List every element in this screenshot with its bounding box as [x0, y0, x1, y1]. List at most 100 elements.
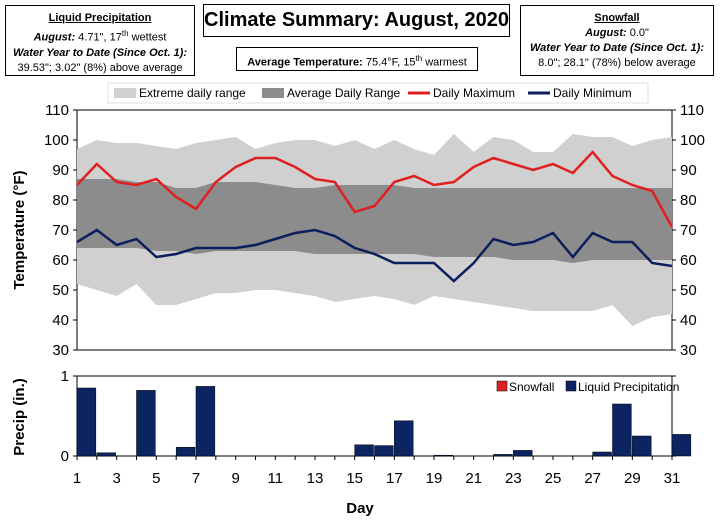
day-tick-label: 1: [73, 470, 81, 487]
day-axis-label: Day: [346, 500, 374, 517]
temp-right-tick-label: 90: [680, 162, 697, 179]
snowfall-month-value: 0.0": [626, 27, 649, 39]
daily-minimum-line: [76, 228, 673, 283]
liquid-precip-month-line: August: 4.71", 17th wettest: [6, 26, 194, 46]
day-tick-label: 19: [426, 470, 443, 487]
legend-swatch-extreme: [114, 88, 136, 98]
precip-bar-day-17: [394, 420, 414, 457]
temp-left-tick-label: 110: [45, 102, 69, 119]
snowfall-summary-box: Snowfall August: 0.0" Water Year to Date…: [520, 5, 714, 76]
precip-bar-day-23: [513, 450, 533, 457]
average-temperature-sup: th: [415, 54, 423, 63]
legend-label-liquid: Liquid Precipitation: [578, 380, 679, 394]
temp-left-tick-label: 40: [52, 312, 69, 329]
legend-swatch-liquid: [565, 380, 577, 392]
legend-label-average: Average Daily Range: [287, 86, 401, 100]
snowfall-month-line: August: 0.0": [521, 26, 713, 41]
precip-bar-day-1: [76, 387, 97, 457]
temp-right-tick-label: 30: [680, 342, 697, 359]
day-tick-label: 9: [231, 470, 239, 487]
precip-bar-day-2: [96, 452, 116, 457]
liquid-precip-month-rank: wettest: [128, 31, 167, 44]
temp-left-tick-label: 90: [52, 162, 69, 179]
precip-left-tick-label: 0: [61, 448, 69, 465]
day-tick-label: 3: [112, 470, 120, 487]
snowfall-ytd-label: Water Year to Date (Since Oct. 1):: [529, 42, 705, 54]
snowfall-ytd-value: 8.0"; 28.1" (78%) below average: [538, 57, 696, 69]
liquid-precip-heading: Liquid Precipitation: [48, 12, 152, 24]
precip-bar-day-15: [354, 444, 374, 457]
day-axis: 1 3 5 7 9 11 13 15 17 19 21 23 25 27 29 31: [73, 456, 681, 487]
average-temperature-label: Average Temperature:: [247, 56, 363, 69]
legend-swatch-snowfall: [496, 380, 508, 392]
day-tick-label: 11: [268, 470, 284, 487]
precip-bar-day-31: [671, 434, 692, 457]
temp-right-tick-label: 50: [680, 282, 697, 299]
precip-bar-day-22: [493, 454, 513, 457]
precip-bar-day-6: [175, 446, 196, 457]
day-tick-label: 31: [664, 470, 681, 487]
temp-left-tick-label: 30: [52, 342, 69, 359]
liquid-precip-month-value: 4.71", 17: [75, 31, 122, 44]
temp-right-tick-label: 40: [680, 312, 697, 329]
precip-bar-day-19: [433, 454, 454, 457]
precip-bar-day-16: [374, 445, 394, 457]
snowfall-heading: Snowfall: [594, 12, 640, 24]
temp-right-tick-label: 70: [680, 222, 697, 239]
temperature-panel: 30 40 50 60 70 80 90 100 110 30 40 50 60 70 80 90 100 11…: [11, 102, 705, 359]
liquid-precip-ytd-label: Water Year to Date (Since Oct. 1):: [12, 46, 188, 59]
precip-bar-day-7: [195, 386, 216, 457]
day-tick-label: 7: [192, 470, 200, 487]
day-tick-label: 27: [584, 470, 601, 487]
day-tick-label: 13: [307, 470, 324, 487]
temp-left-tick-label: 60: [52, 252, 69, 269]
liquid-precip-month-sup: th: [121, 29, 129, 38]
legend-label-snowfall: Snowfall: [509, 380, 554, 394]
day-tick-label: 5: [152, 470, 160, 487]
liquid-precip-summary-box: Liquid Precipitation August: 4.71", 17th…: [5, 5, 195, 76]
average-temperature-rank: warmest: [422, 56, 467, 69]
temp-left-tick-label: 70: [52, 222, 69, 239]
daily-maximum-line: [76, 150, 674, 228]
precip-bar-day-4: [136, 390, 156, 457]
precipitation-axis-label: Precip (in.): [11, 378, 28, 456]
average-temperature-value: 75.4°F, 15: [365, 56, 416, 69]
temperature-axis-label: Temperature (°F): [11, 170, 28, 289]
day-tick-label: 25: [545, 470, 562, 487]
temperature-legend: Extreme daily range Average Daily Range …: [107, 82, 649, 104]
precipitation-legend: Snowfall Liquid Precipitation: [496, 380, 679, 394]
precipitation-right-axis: [672, 375, 676, 457]
chart-title: Climate Summary: August, 2020: [203, 4, 510, 37]
snowfall-month-label: August:: [585, 27, 627, 39]
temp-right-tick-label: 100: [680, 132, 705, 149]
temp-right-tick-label: 110: [680, 102, 704, 119]
precip-left-tick-label: 1: [61, 368, 69, 385]
day-tick-label: 23: [505, 470, 522, 487]
precipitation-panel: 01 Precip (in.) Snowfall Liquid Precipit…: [11, 368, 692, 465]
day-tick-label: 21: [465, 470, 482, 487]
liquid-precip-ytd-value: 39.53"; 3.02" (8%) above average: [17, 61, 183, 74]
average-range-band: [77, 179, 672, 263]
temp-left-tick-label: 80: [52, 192, 69, 209]
average-temperature-box: Average Temperature: 75.4°F, 15th warmes…: [236, 47, 478, 71]
temp-left-tick-label: 100: [44, 132, 69, 149]
day-tick-label: 29: [624, 470, 641, 487]
temperature-right-axis: 30 40 50 60 70 80 90 100 110: [672, 102, 705, 359]
precipitation-left-axis: 01: [61, 368, 77, 465]
legend-swatch-average: [262, 88, 284, 98]
legend-background: [107, 82, 649, 104]
temp-right-tick-label: 60: [680, 252, 697, 269]
legend-label-maximum: Daily Maximum: [433, 86, 515, 100]
legend-label-extreme: Extreme daily range: [139, 86, 246, 100]
precip-bar-day-28: [612, 403, 632, 457]
day-tick-label: 15: [346, 470, 363, 487]
temp-right-tick-label: 80: [680, 192, 697, 209]
precip-bar-day-29: [632, 435, 652, 457]
precipitation-bars: [76, 386, 692, 457]
precip-bar-day-27: [592, 451, 612, 457]
day-tick-label: 17: [386, 470, 403, 487]
temp-left-tick-label: 50: [52, 282, 69, 299]
liquid-precip-month-label: August:: [33, 31, 76, 44]
temperature-left-axis: 30 40 50 60 70 80 90 100 110: [44, 102, 77, 359]
